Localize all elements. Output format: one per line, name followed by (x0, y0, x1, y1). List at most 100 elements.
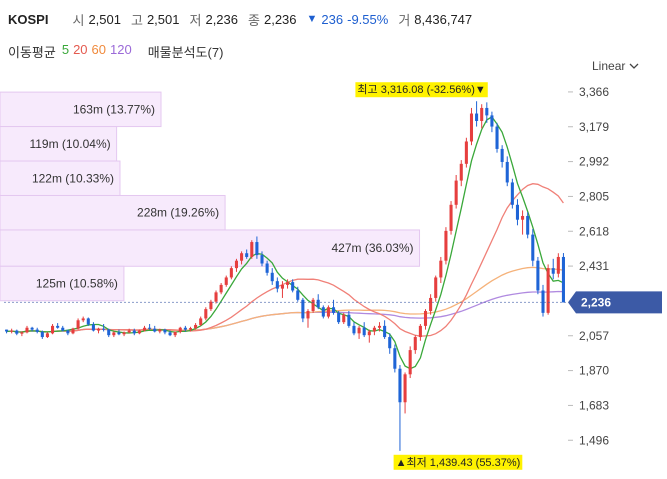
candle (102, 324, 106, 332)
candle-body (454, 180, 458, 205)
min-price-annotation-highlight (393, 454, 523, 470)
candle (429, 294, 433, 315)
scale-label: Linear (592, 59, 626, 73)
candle-body (500, 148, 504, 162)
candle-body (132, 330, 136, 334)
candle (96, 327, 101, 334)
candle (372, 325, 376, 336)
volume-profile-label: 119m (10.04%) (29, 137, 110, 151)
high-value: 2,501 (146, 11, 180, 27)
candle (561, 253, 565, 303)
candle-body (229, 268, 233, 278)
candle (500, 145, 504, 168)
candle-body (127, 330, 131, 333)
candle (347, 310, 351, 328)
volume-profile-bar (0, 160, 121, 196)
candle-body (163, 329, 167, 333)
candle (173, 331, 177, 338)
candle-body (347, 314, 351, 326)
y-tick-label: 3,366 (579, 85, 609, 99)
candle (178, 326, 182, 334)
candle (475, 101, 479, 127)
candle (464, 137, 468, 168)
candle (5, 329, 9, 334)
current-price-label: 2,236 (581, 295, 611, 309)
candle (444, 227, 448, 265)
candles (5, 101, 565, 451)
candle (214, 290, 218, 304)
volume-profile-label[interactable]: 매물분석도(7) (147, 45, 224, 60)
candle-body (342, 314, 346, 323)
candle-body (398, 368, 402, 403)
candle-body (137, 330, 141, 334)
min-price-annotation: ▲최저 1,439.43 (55.37%) (396, 456, 521, 469)
high-label: 고 (130, 12, 143, 28)
candle (337, 310, 341, 325)
candle-body (515, 204, 519, 220)
candle-body (403, 374, 407, 403)
ma-5-period: 5 (61, 42, 70, 57)
candle-body (214, 292, 218, 302)
candle-body (173, 331, 177, 336)
candle (153, 325, 157, 333)
y-tick-label: 1,496 (579, 433, 609, 447)
candle-body (536, 260, 540, 291)
annotations: 2,236 최고 3,316.08 (-32.56%)▼ ▲최저 1,439.43 … (4, 82, 662, 470)
candle-body (429, 297, 433, 311)
candle (199, 316, 203, 326)
candle-body (250, 242, 254, 257)
candle-body (148, 327, 152, 329)
candle-body (286, 282, 290, 285)
candle (275, 277, 279, 293)
candle (393, 344, 397, 373)
candle-body (475, 113, 479, 121)
candle-body (372, 327, 376, 332)
candle-body (439, 260, 443, 278)
candle (398, 365, 402, 451)
volume-profile-label: 427m (36.03%) (331, 241, 413, 255)
candle-body (423, 310, 428, 326)
candle-body (71, 328, 75, 334)
candle (30, 326, 34, 332)
candle-body (556, 256, 560, 274)
candle-body (449, 204, 453, 231)
scale-toggle[interactable]: Linear (592, 59, 639, 73)
candle-body (194, 324, 198, 329)
candle (521, 210, 525, 235)
candle-body (209, 301, 213, 310)
candle (423, 309, 428, 330)
volume-profile-bar (0, 126, 118, 162)
candle (255, 236, 259, 259)
candle-body (551, 268, 555, 274)
candle (240, 251, 244, 265)
candle-body (183, 327, 187, 330)
candle (265, 260, 269, 276)
candle-body (490, 115, 494, 127)
candle-body (469, 113, 474, 142)
candle (526, 212, 530, 239)
y-tick-label: 1,870 (579, 364, 609, 378)
candle-body (260, 255, 264, 264)
candle-body (337, 312, 341, 323)
candle (15, 329, 19, 336)
volume-profile-label: 122m (10.33%) (32, 171, 114, 185)
candle-body (301, 299, 305, 319)
candle (219, 283, 223, 295)
candle-body (142, 327, 147, 331)
ma-title[interactable]: 이동평균 (8, 45, 56, 60)
close-label: 종 (248, 12, 260, 28)
candle (158, 328, 162, 334)
candle-body (56, 325, 60, 328)
candle-body (81, 318, 85, 321)
volume-profile-bar (0, 265, 125, 302)
candle-body (240, 253, 244, 261)
candle (556, 253, 560, 278)
y-tick-label: 2,431 (579, 259, 609, 273)
candle-body (51, 325, 55, 334)
candle-body (76, 320, 80, 329)
candle-body (291, 282, 295, 291)
candle (383, 320, 387, 339)
chevron-down-icon (629, 63, 639, 69)
candle-body (367, 331, 371, 336)
